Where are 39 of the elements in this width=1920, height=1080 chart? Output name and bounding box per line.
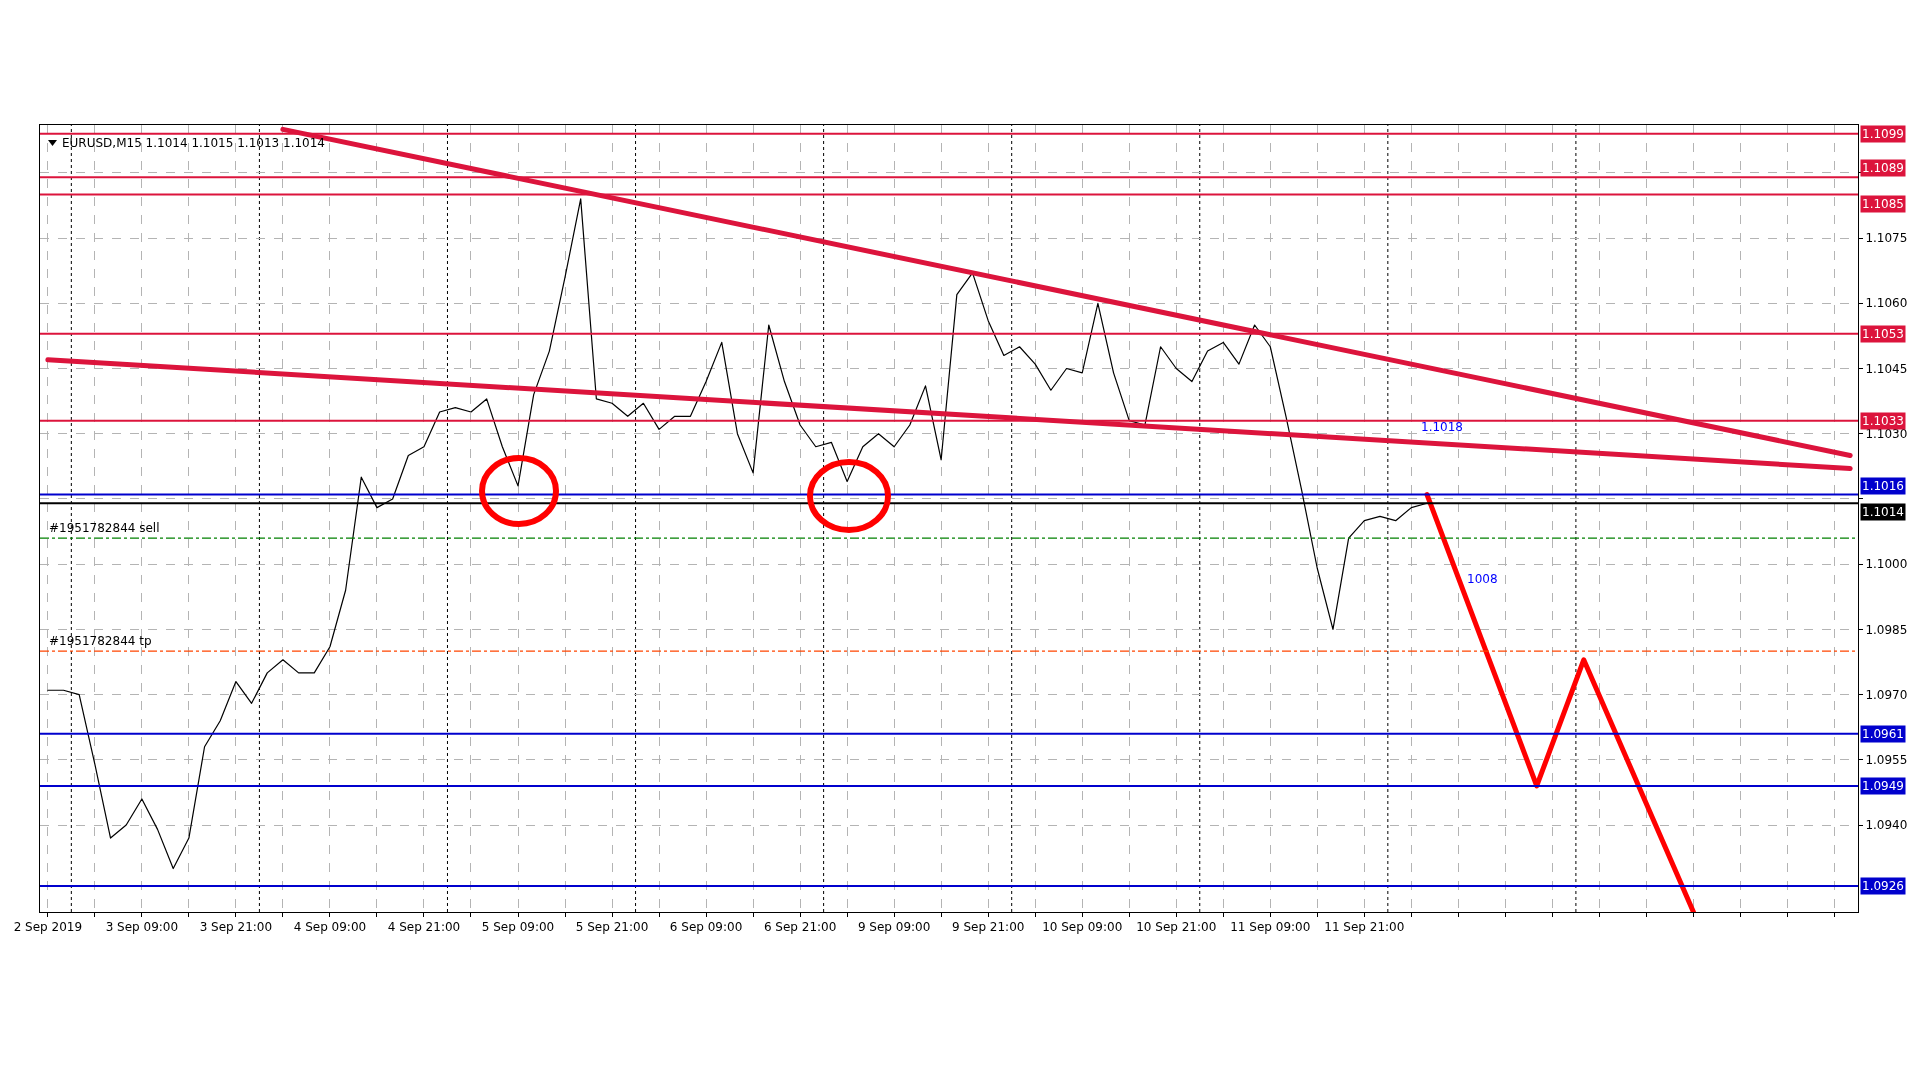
y-tick-label: 1.0985 (1865, 622, 1908, 637)
ref-line-label: 1.0926 (1862, 879, 1904, 893)
y-tick-label: 1.1030 (1865, 426, 1908, 441)
x-tick-label: 4 Sep 21:00 (387, 920, 461, 935)
x-tick-label: 6 Sep 09:00 (669, 920, 743, 935)
annotation: 1008 (1467, 572, 1498, 586)
x-tick-label: 3 Sep 21:00 (199, 920, 273, 935)
x-tick-label: 11 Sep 21:00 (1324, 920, 1405, 935)
y-tick-label: 1.0955 (1865, 753, 1908, 768)
y-tick-label: 1.1045 (1865, 361, 1908, 376)
ref-line-label: 1.1053 (1862, 327, 1904, 341)
ref-line-label: 1.1016 (1862, 479, 1904, 493)
annotation: 1.1018 (1421, 420, 1463, 434)
x-tick-label: 3 Sep 09:00 (105, 920, 179, 935)
x-tick-label: 10 Sep 09:00 (1042, 920, 1123, 935)
ref-line-label: 1.1099 (1862, 127, 1904, 141)
y-tick-label: 1.1000 (1865, 557, 1908, 572)
y-tick-label: 1.1075 (1865, 231, 1908, 246)
ref-line-label: 1.0961 (1862, 727, 1904, 741)
x-tick-label: 11 Sep 09:00 (1230, 920, 1311, 935)
y-tick-label: 1.1060 (1865, 296, 1908, 311)
x-tick-label: 5 Sep 09:00 (481, 920, 555, 935)
x-tick-label: 9 Sep 21:00 (951, 920, 1025, 935)
ref-line-label: 1.1014 (1862, 505, 1904, 519)
x-tick-label: 6 Sep 21:00 (763, 920, 837, 935)
x-tick-label: 4 Sep 09:00 (293, 920, 367, 935)
ref-line-label: 1.1033 (1862, 414, 1904, 428)
x-tick-label: 5 Sep 21:00 (575, 920, 649, 935)
x-tick-label: 2 Sep 2019 (13, 920, 83, 935)
ref-line-label: #1951782844 tp (49, 634, 152, 648)
ref-line-label: 1.0949 (1862, 779, 1904, 793)
y-tick-label: 1.0970 (1865, 687, 1908, 702)
ref-line-label: #1951782844 sell (49, 521, 160, 535)
ref-line-label: 1.1085 (1862, 197, 1904, 211)
y-tick-label: 1.0940 (1865, 818, 1908, 833)
ref-line-label: 1.1089 (1862, 161, 1904, 175)
x-tick-label: 10 Sep 21:00 (1136, 920, 1217, 935)
x-tick-label: 9 Sep 09:00 (857, 920, 931, 935)
text: EURUSD,M15 1.1014 1.1015 1.1013 1.1014 (62, 136, 325, 151)
